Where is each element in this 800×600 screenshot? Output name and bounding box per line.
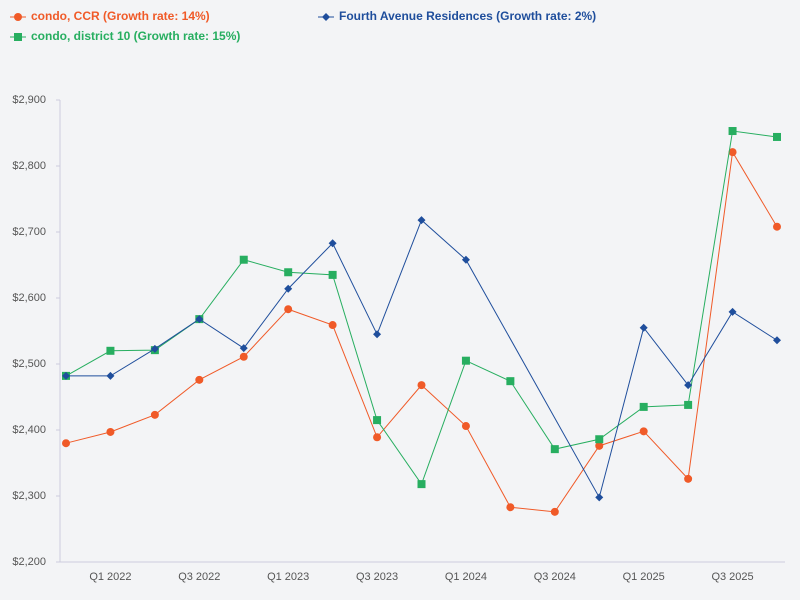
marker [328, 270, 337, 279]
marker [728, 307, 737, 316]
marker [239, 255, 248, 264]
marker [328, 239, 337, 248]
marker [62, 439, 70, 448]
marker [550, 445, 559, 454]
series-line [66, 219, 778, 499]
marker [461, 356, 470, 365]
marker [728, 127, 737, 136]
series-line [65, 150, 778, 513]
marker [595, 441, 604, 450]
marker [773, 132, 781, 141]
y-tick-label: $2,800 [12, 160, 46, 172]
x-tick-label: Q1 2023 [267, 571, 309, 583]
y-tick-label: $2,900 [12, 94, 46, 106]
y-tick-label: $2,700 [12, 226, 46, 238]
legend-label: condo, district 10 (Growth rate: 15%) [31, 29, 240, 43]
marker [417, 216, 426, 225]
marker [328, 321, 337, 330]
y-tick-label: $2,500 [12, 358, 46, 370]
legend-label: Fourth Avenue Residences (Growth rate: 2… [339, 9, 596, 23]
legend-label: condo, CCR (Growth rate: 14%) [31, 9, 210, 23]
marker [14, 33, 22, 41]
x-tick-label: Q3 2025 [711, 571, 753, 583]
x-tick-label: Q1 2024 [445, 571, 487, 583]
marker [106, 371, 115, 380]
marker [239, 352, 248, 361]
marker [728, 148, 737, 157]
marker [322, 13, 330, 21]
marker [106, 346, 115, 355]
marker [461, 255, 470, 264]
marker [506, 377, 515, 386]
marker [106, 427, 115, 436]
marker [239, 344, 248, 353]
marker [195, 375, 204, 384]
y-tick-label: $2,600 [12, 292, 46, 304]
marker [373, 416, 382, 425]
x-tick-label: Q3 2024 [534, 571, 576, 583]
x-tick-label: Q1 2025 [623, 571, 665, 583]
series-line [65, 130, 778, 486]
y-tick-label: $2,400 [12, 424, 46, 436]
marker [150, 344, 159, 353]
marker [550, 507, 559, 516]
marker [373, 330, 382, 339]
marker [773, 336, 781, 345]
marker [639, 402, 648, 411]
marker [284, 284, 293, 293]
marker [461, 422, 470, 431]
marker [417, 480, 426, 489]
marker [284, 305, 293, 314]
y-tick-label: $2,200 [12, 556, 46, 568]
marker [684, 474, 693, 483]
marker [14, 13, 22, 21]
x-tick-label: Q3 2022 [178, 571, 220, 583]
marker [639, 323, 648, 332]
marker [284, 268, 293, 277]
marker [62, 371, 70, 380]
marker [595, 493, 604, 502]
marker [639, 427, 648, 436]
marker [684, 400, 693, 409]
marker [506, 503, 515, 512]
x-tick-label: Q1 2022 [89, 571, 131, 583]
marker [595, 435, 604, 444]
marker [773, 222, 781, 231]
y-tick-label: $2,300 [12, 490, 46, 502]
x-tick-label: Q3 2023 [356, 571, 398, 583]
marker [417, 381, 426, 390]
marker [195, 315, 204, 324]
marker [150, 410, 159, 419]
marker [373, 433, 382, 442]
marker [684, 381, 693, 390]
